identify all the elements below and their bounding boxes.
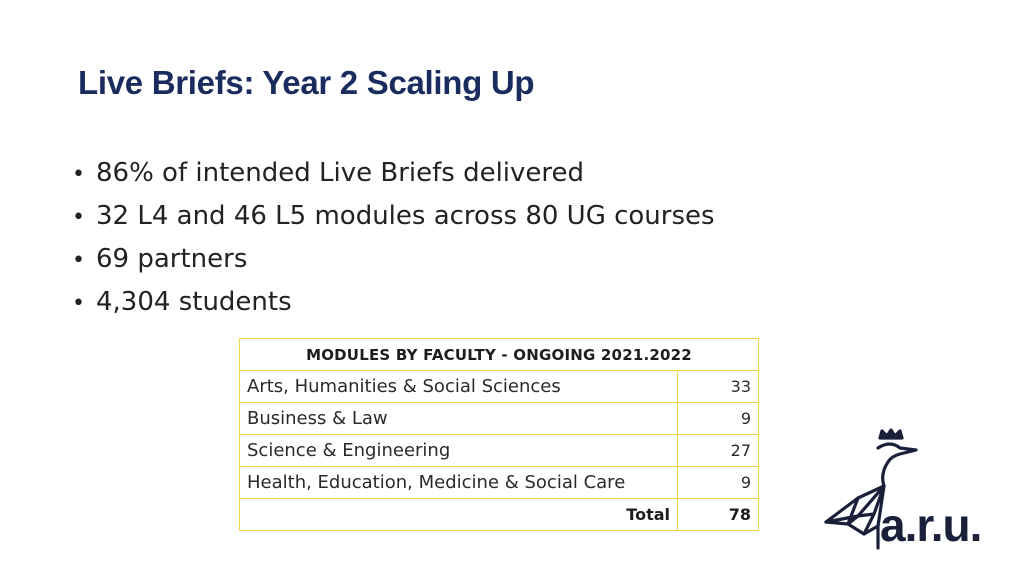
- total-value: 78: [677, 498, 759, 531]
- bullet-dot: •: [72, 291, 85, 316]
- modules-by-faculty-table: MODULES BY FACULTY - ONGOING 2021.2022 A…: [239, 338, 759, 531]
- table-row: Arts, Humanities & Social Sciences 33: [239, 370, 759, 403]
- table-header: MODULES BY FACULTY - ONGOING 2021.2022: [239, 338, 759, 371]
- bullet-dot: •: [72, 205, 85, 230]
- table-row: Science & Engineering 27: [239, 434, 759, 467]
- bullet-item: • 4,304 students: [72, 281, 715, 324]
- faculty-name: Health, Education, Medicine & Social Car…: [239, 466, 678, 499]
- faculty-name: Business & Law: [239, 402, 678, 435]
- bullet-item: • 86% of intended Live Briefs delivered: [72, 152, 715, 195]
- bullet-text: 86% of intended Live Briefs delivered: [96, 158, 585, 188]
- table-header-row: MODULES BY FACULTY - ONGOING 2021.2022: [239, 338, 759, 371]
- heron-crown-icon: [824, 428, 918, 550]
- bullet-dot: •: [72, 162, 85, 187]
- module-count: 9: [677, 402, 759, 435]
- faculty-name: Arts, Humanities & Social Sciences: [239, 370, 678, 403]
- bullet-item: • 69 partners: [72, 238, 715, 281]
- total-label: Total: [239, 498, 678, 531]
- faculty-name: Science & Engineering: [239, 434, 678, 467]
- module-count: 9: [677, 466, 759, 499]
- bullet-list: • 86% of intended Live Briefs delivered •…: [72, 152, 715, 324]
- table-row: Health, Education, Medicine & Social Car…: [239, 466, 759, 499]
- slide-title: Live Briefs: Year 2 Scaling Up: [78, 64, 535, 101]
- table-row: Business & Law 9: [239, 402, 759, 435]
- bullet-item: • 32 L4 and 46 L5 modules across 80 UG co…: [72, 195, 715, 238]
- module-count: 33: [677, 370, 759, 403]
- bullet-text: 69 partners: [96, 244, 248, 274]
- aru-logo-text: a.r.u.: [880, 499, 982, 551]
- bullet-text: 4,304 students: [96, 287, 292, 317]
- module-count: 27: [677, 434, 759, 467]
- bullet-dot: •: [72, 248, 85, 273]
- bullet-text: 32 L4 and 46 L5 modules across 80 UG cou…: [96, 201, 715, 231]
- table-total-row: Total 78: [239, 498, 759, 531]
